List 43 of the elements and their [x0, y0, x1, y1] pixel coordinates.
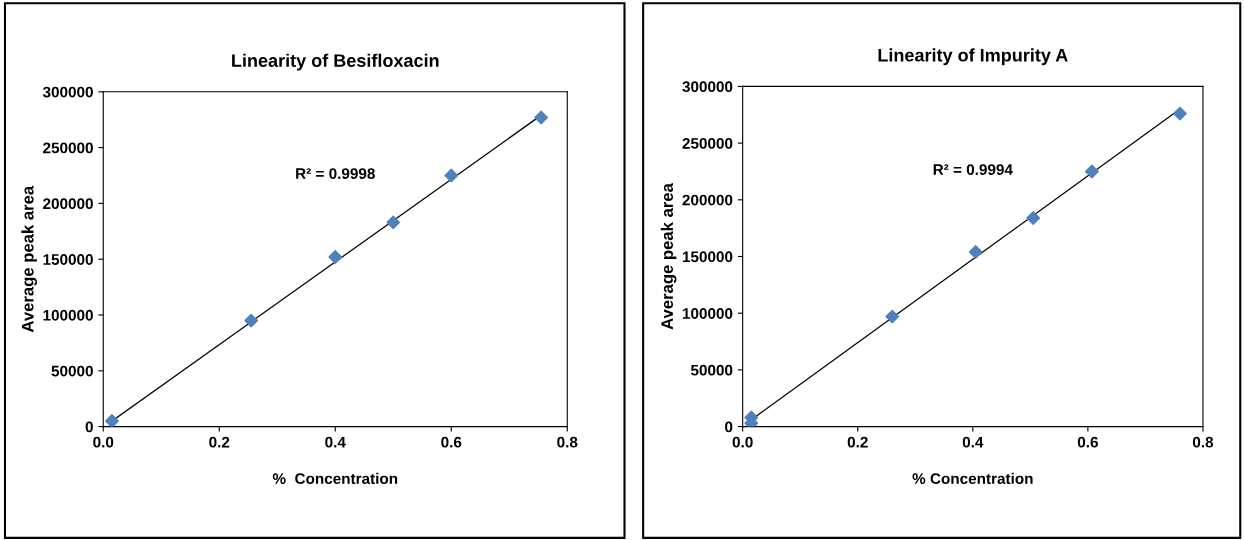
point: [968, 245, 983, 259]
x-tick-label: 0.6: [441, 436, 462, 448]
y-tick-label: 100000: [43, 309, 93, 321]
y-tick-label: 0: [85, 421, 93, 433]
x-tick-label: 0.0: [93, 436, 114, 448]
y-tick-label: 200000: [682, 194, 733, 206]
y-tick-label: 150000: [682, 251, 733, 263]
point: [386, 215, 401, 230]
y-tick-label: 250000: [43, 142, 93, 154]
point: [244, 313, 259, 328]
y-tick-label: 200000: [43, 198, 93, 210]
x-tick-label: 0.2: [847, 436, 868, 448]
point: [1084, 164, 1099, 179]
y-tick-label: 150000: [43, 254, 93, 265]
x-tick-label: 0.2: [209, 436, 230, 448]
point: [444, 168, 459, 183]
point: [534, 110, 549, 125]
x-axis-title: % Concentration: [272, 472, 398, 485]
annotation: R² = 0.9994: [933, 164, 1013, 175]
x-axis-title: % Concentration: [912, 472, 1033, 485]
y-tick-label: 300000: [682, 81, 733, 93]
point: [328, 250, 343, 264]
x-tick-label: 0.8: [557, 436, 578, 448]
y-tick-label: 50000: [690, 364, 733, 376]
x-tick-label: 0.4: [962, 436, 984, 448]
y-axis-title: Average peak area: [21, 185, 37, 333]
point: [885, 309, 900, 324]
y-tick-label: 300000: [42, 86, 93, 98]
x-tick-label: 0.0: [732, 436, 753, 448]
y-tick-label: 250000: [682, 137, 733, 149]
y-tick-label: 50000: [51, 365, 93, 377]
chart-title: Linearity of Besifloxacin: [232, 53, 439, 71]
y-axis-title: Average peak area: [660, 183, 677, 330]
x-tick-label: 0.6: [1077, 436, 1098, 448]
y-tick-label: 0: [725, 421, 733, 433]
x-tick-label: 0.4: [325, 436, 346, 448]
y-tick-label: 100000: [682, 308, 733, 319]
point: [1173, 106, 1187, 121]
x-tick-label: 0.8: [1192, 436, 1214, 448]
annotation: R² = 0.9998: [296, 168, 375, 179]
chart-title: Linearity of Impurity A: [878, 48, 1068, 66]
point: [1026, 211, 1041, 225]
point: [105, 414, 119, 427]
